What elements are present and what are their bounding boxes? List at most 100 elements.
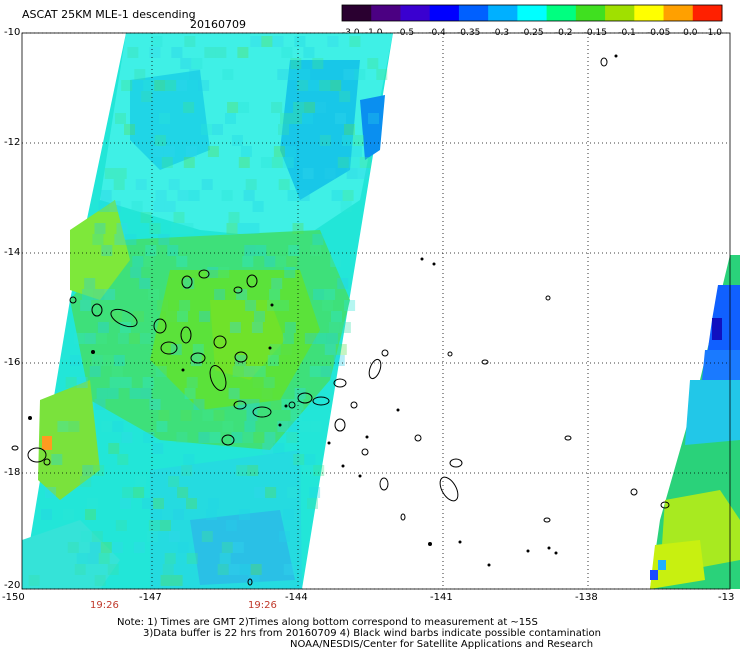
swath-pixel	[283, 509, 294, 520]
swath-pixel	[117, 454, 128, 465]
swath-pixel	[288, 421, 299, 432]
swath-pixel	[161, 575, 172, 586]
swath-pixel	[163, 564, 174, 575]
swath-pixel	[141, 91, 152, 102]
swath-pixel	[186, 498, 197, 509]
swath-pixel	[310, 245, 321, 256]
swath-pixel	[178, 542, 189, 553]
swath-pixel	[101, 421, 112, 432]
swath-pixel	[344, 124, 355, 135]
swath-pixel	[302, 465, 313, 476]
swath-pixel	[332, 190, 343, 201]
swath-pixel	[255, 366, 266, 377]
swath-pixel	[121, 80, 132, 91]
x-label-13: -13	[718, 592, 734, 603]
swath-pixel	[75, 564, 86, 575]
swath-pixel	[51, 454, 62, 465]
swath-pixel	[177, 487, 188, 498]
swath-pixel	[172, 575, 183, 586]
swath-pixel	[189, 69, 200, 80]
x-label-150: -150	[2, 592, 25, 603]
x-label-147: -147	[139, 592, 162, 603]
swath-pixel	[329, 322, 340, 333]
swath-pixel	[66, 377, 77, 388]
map-plot	[0, 0, 740, 600]
swath-pixel	[162, 157, 173, 168]
swath-pixel	[84, 278, 95, 289]
swath-pixel	[189, 190, 200, 201]
note-line-1: Note: 1) Times are GMT 2)Times along bot…	[117, 617, 538, 628]
swath-pixel	[202, 179, 213, 190]
swath-pixel	[212, 124, 223, 135]
swath-pixel	[320, 135, 331, 146]
swath-pixel	[181, 410, 192, 421]
swath-pixel	[80, 300, 91, 311]
swath-pixel	[254, 311, 265, 322]
swath-pixel	[269, 289, 280, 300]
swath-pixel	[153, 146, 164, 157]
swath-pixel	[319, 80, 330, 91]
swath-pixel	[218, 267, 229, 278]
swath-pixel	[303, 168, 314, 179]
swath-pixel	[199, 311, 210, 322]
swath-pixel	[139, 278, 150, 289]
swath-pixel	[154, 201, 165, 212]
note-line-2: 3)Data buffer is 22 hrs from 20160709 4)…	[143, 628, 601, 639]
swath-pixel	[178, 190, 189, 201]
swath-pixel	[273, 443, 284, 454]
swath-pixel	[103, 355, 114, 366]
swath-pixel	[132, 256, 143, 267]
swath-pixel	[294, 36, 305, 47]
swath-pixel	[286, 256, 297, 267]
swath-pixel	[342, 135, 353, 146]
swath-pixel	[97, 388, 108, 399]
swath-pixel	[96, 333, 107, 344]
swath-pixel	[141, 212, 152, 223]
swath-pixel	[112, 542, 123, 553]
swath-pixel	[309, 487, 320, 498]
swath-pixel	[101, 542, 112, 553]
swath-pixel	[118, 333, 129, 344]
swath-pixel	[174, 212, 185, 223]
swath-pixel	[152, 443, 163, 454]
swath-pixel	[183, 223, 194, 234]
swath-pixel	[80, 476, 91, 487]
swath-pixel	[282, 399, 293, 410]
swath-pixel	[254, 487, 265, 498]
swath-pixel	[82, 289, 93, 300]
swath-pixel	[247, 465, 258, 476]
swath-pixel	[251, 564, 262, 575]
swath-pixel	[315, 102, 326, 113]
swath-pixel	[135, 476, 146, 487]
swath-pixel	[151, 509, 162, 520]
note-line-3: NOAA/NESDIS/Center for Satellite Applica…	[290, 639, 593, 650]
swath-pixel	[92, 234, 103, 245]
swath-pixel	[125, 234, 136, 245]
swath-pixel	[120, 322, 131, 333]
swath-pixel	[127, 47, 138, 58]
swath-pixel	[252, 322, 263, 333]
swath-pixel	[230, 322, 241, 333]
swath-pixel	[214, 289, 225, 300]
swath-pixel	[222, 69, 233, 80]
swath-pixel	[293, 454, 304, 465]
swath-pixel	[265, 487, 276, 498]
swath-pixel	[124, 124, 135, 135]
swath-pixel	[275, 256, 286, 267]
swath-pixel	[337, 278, 348, 289]
swath-pixel	[93, 289, 104, 300]
swath-pixel	[278, 124, 289, 135]
swath-pixel	[222, 542, 233, 553]
swath-pixel	[187, 553, 198, 564]
swath-pixel	[222, 421, 233, 432]
swath-pixel	[198, 432, 209, 443]
swath-pixel	[108, 443, 119, 454]
swath-pixel	[284, 267, 295, 278]
swath-pixel	[347, 168, 358, 179]
swath-pixel	[249, 575, 260, 586]
swath-pixel	[244, 366, 255, 377]
swath-pixel	[140, 333, 151, 344]
swath-pixel	[245, 300, 256, 311]
swath-pixel	[215, 47, 226, 58]
swath-pixel	[279, 531, 290, 542]
